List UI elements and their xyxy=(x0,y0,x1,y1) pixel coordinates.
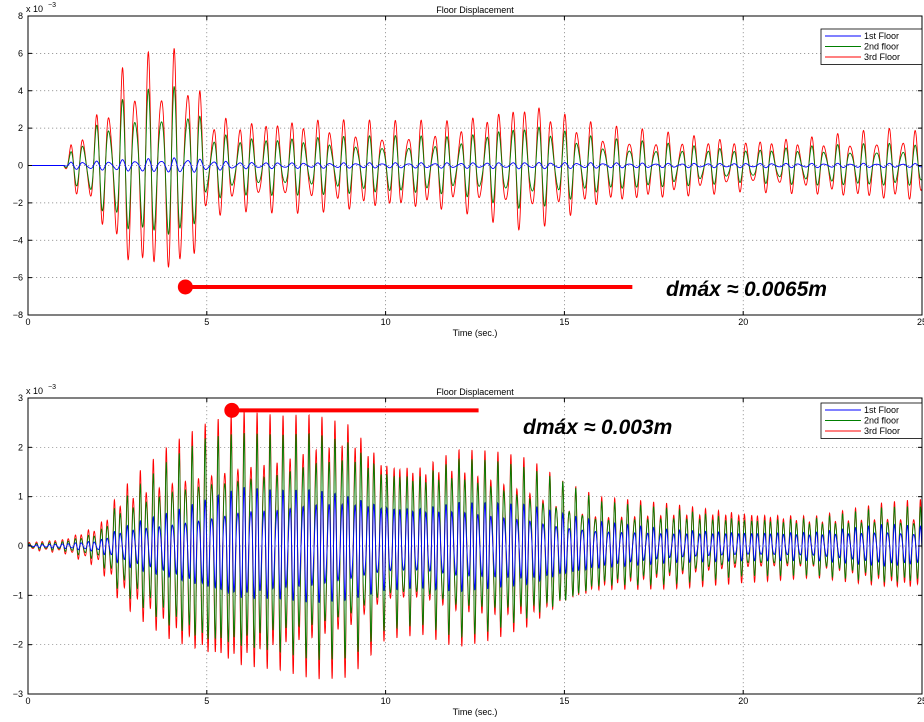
x-tick-label: 15 xyxy=(559,317,569,327)
series-group xyxy=(28,48,922,268)
y-exponent-power: −3 xyxy=(48,2,56,9)
x-tick-label: 5 xyxy=(204,696,209,706)
legend-label: 2nd floor xyxy=(864,416,899,426)
series-line-2nd-floor xyxy=(28,432,922,661)
y-tick-label: −8 xyxy=(13,310,23,320)
dmax-annotation: dmáx ≈ 0.0065m xyxy=(666,278,827,301)
series-line-1st-floor xyxy=(28,157,922,173)
x-axis-label: Time (sec.) xyxy=(453,707,498,717)
x-tick-label: 10 xyxy=(381,317,391,327)
y-exponent-label: x 10 xyxy=(26,4,43,14)
y-tick-label: −3 xyxy=(13,689,23,699)
y-tick-label: 1 xyxy=(18,492,23,502)
x-axis-label: Time (sec.) xyxy=(453,328,498,338)
x-tick-label: 20 xyxy=(738,317,748,327)
x-tick-label: 25 xyxy=(917,317,924,327)
plot-frame xyxy=(27,15,923,316)
y-tick-label: −4 xyxy=(13,235,23,245)
y-tick-label: 3 xyxy=(18,393,23,403)
chart-title: Floor Displacement xyxy=(436,5,514,15)
dmax-marker xyxy=(224,402,240,418)
y-tick-label: −1 xyxy=(13,590,23,600)
dmax-marker xyxy=(177,279,193,295)
x-tick-label: 10 xyxy=(381,696,391,706)
grid-lines xyxy=(28,16,922,315)
dmax-annotation: dmáx ≈ 0.003m xyxy=(523,416,672,439)
legend-label: 3rd Floor xyxy=(864,52,900,62)
y-exponent-power: −3 xyxy=(48,384,56,391)
y-tick-label: 8 xyxy=(18,11,23,21)
y-tick-label: 0 xyxy=(18,161,23,171)
plot-frame xyxy=(27,397,923,695)
x-tick-label: 0 xyxy=(25,696,30,706)
series-group xyxy=(28,411,922,680)
legend-label: 1st Floor xyxy=(864,31,899,41)
y-tick-label: 2 xyxy=(18,123,23,133)
series-line-2nd-floor xyxy=(28,86,922,235)
x-tick-label: 25 xyxy=(917,696,924,706)
x-tick-label: 5 xyxy=(204,317,209,327)
legend-label: 1st Floor xyxy=(864,405,899,415)
x-tick-label: 15 xyxy=(559,696,569,706)
y-tick-label: −6 xyxy=(13,273,23,283)
y-tick-label: −2 xyxy=(13,198,23,208)
legend-label: 2nd floor xyxy=(864,42,899,52)
y-tick-label: 2 xyxy=(18,442,23,452)
legend-label: 3rd Floor xyxy=(864,426,900,436)
series-line-3rd-floor xyxy=(28,411,922,680)
y-exponent-label: x 10 xyxy=(26,386,43,396)
series-line-1st-floor xyxy=(28,487,922,603)
y-tick-label: 6 xyxy=(18,48,23,58)
chart-title: Floor Displacement xyxy=(436,387,514,397)
y-tick-label: −2 xyxy=(13,640,23,650)
y-tick-label: 0 xyxy=(18,541,23,551)
x-tick-label: 0 xyxy=(25,317,30,327)
chart-1: Floor Displacement 0 5 10 15 20 25 −8 −6 −4 −2 0 2 4 6… xyxy=(13,2,924,338)
y-tick-label: 4 xyxy=(18,86,23,96)
grid-lines xyxy=(28,398,922,694)
x-tick-label: 20 xyxy=(738,696,748,706)
chart-2: Floor Displacement 0 5 10 15 20 25 −3 −2 −1 0 1 2 3x … xyxy=(13,384,924,717)
